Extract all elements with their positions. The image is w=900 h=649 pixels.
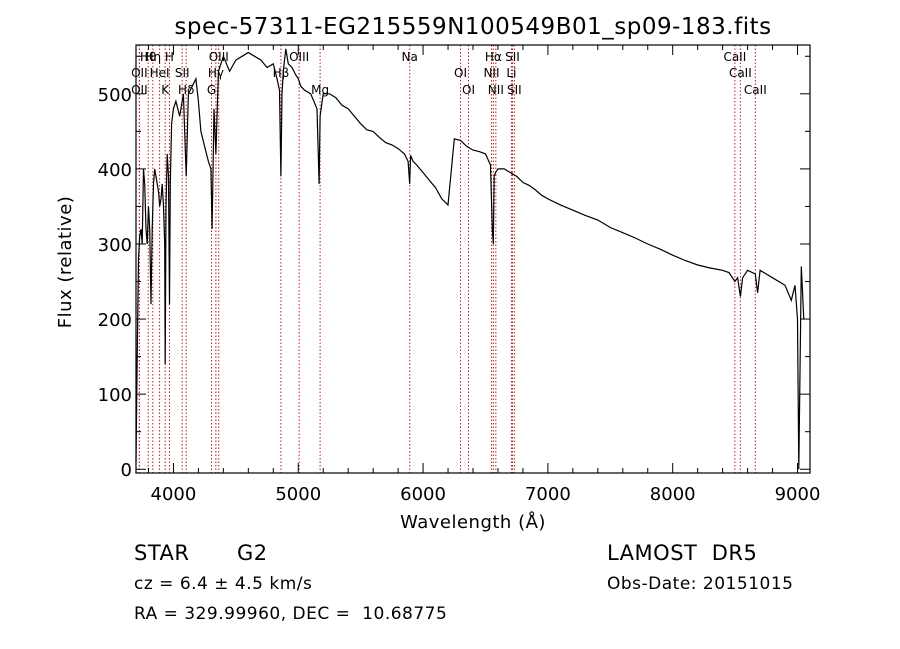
spectrum-line xyxy=(135,48,805,470)
observation-date: Obs-Date: 20151015 xyxy=(607,574,794,594)
spectral-line-labels: HθOIIOIIHηHeIKHSIIHδOIIIHγGOIIIHβMgNaOIO… xyxy=(131,50,767,97)
coordinates: RA = 329.99960, DEC = 10.68775 xyxy=(134,604,448,624)
line-label: CaII xyxy=(729,66,752,80)
line-label: K xyxy=(161,83,170,97)
plot-frame xyxy=(135,44,811,474)
y-axis: 0 100 200 300 400 500 xyxy=(98,55,810,481)
line-label: OI xyxy=(462,83,475,97)
line-label: Hγ xyxy=(208,66,224,80)
line-label: CaII xyxy=(744,83,767,97)
spectral-line-markers xyxy=(138,45,756,473)
x-tick-label: 5000 xyxy=(275,484,321,505)
chart-title: spec-57311-EG215559N100549B01_sp09-183.f… xyxy=(174,14,771,40)
x-tick-label: 8000 xyxy=(650,484,696,505)
y-tick-label: 200 xyxy=(98,310,132,331)
y-tick-label: 0 xyxy=(121,460,132,481)
line-label: OIII xyxy=(209,50,229,64)
line-label: OII xyxy=(131,83,148,97)
line-label: OI xyxy=(454,66,467,80)
line-label: Li xyxy=(506,66,516,80)
line-label: G xyxy=(207,83,216,97)
object-class: STAR xyxy=(134,541,190,565)
line-label: SII xyxy=(505,50,520,64)
x-axis-label: Wavelength (Å) xyxy=(400,511,546,533)
line-label: Hθ xyxy=(140,50,156,64)
line-label: CaII xyxy=(723,50,746,64)
y-axis-label: Flux (relative) xyxy=(55,196,76,329)
x-axis: 4000 5000 6000 7000 8000 9000 xyxy=(147,45,821,505)
line-label: Hδ xyxy=(178,83,194,97)
object-subclass: G2 xyxy=(237,541,268,565)
line-label: NII xyxy=(488,83,504,97)
redshift-cz: cz = 6.4 ± 4.5 km/s xyxy=(134,574,313,594)
x-tick-label: 7000 xyxy=(525,484,571,505)
x-tick-label: 6000 xyxy=(400,484,446,505)
line-label: SII xyxy=(507,83,522,97)
line-label: Mg xyxy=(311,83,329,97)
x-tick-label: 4000 xyxy=(151,484,197,505)
line-label: OIII xyxy=(289,50,309,64)
line-label: HeI xyxy=(150,66,170,80)
y-tick-label: 400 xyxy=(98,160,132,181)
line-label: OII xyxy=(131,66,148,80)
line-label: NII xyxy=(483,66,499,80)
line-label: Na xyxy=(402,50,418,64)
line-label: Hη xyxy=(145,50,162,64)
line-label: H xyxy=(165,50,174,64)
x-tick-label: 9000 xyxy=(775,484,821,505)
line-label: Hα xyxy=(485,50,502,64)
survey-name: LAMOST DR5 xyxy=(607,541,758,565)
y-tick-label: 300 xyxy=(98,235,132,256)
y-tick-label: 500 xyxy=(98,85,132,106)
y-tick-label: 100 xyxy=(98,385,132,406)
line-label: SII xyxy=(175,66,190,80)
